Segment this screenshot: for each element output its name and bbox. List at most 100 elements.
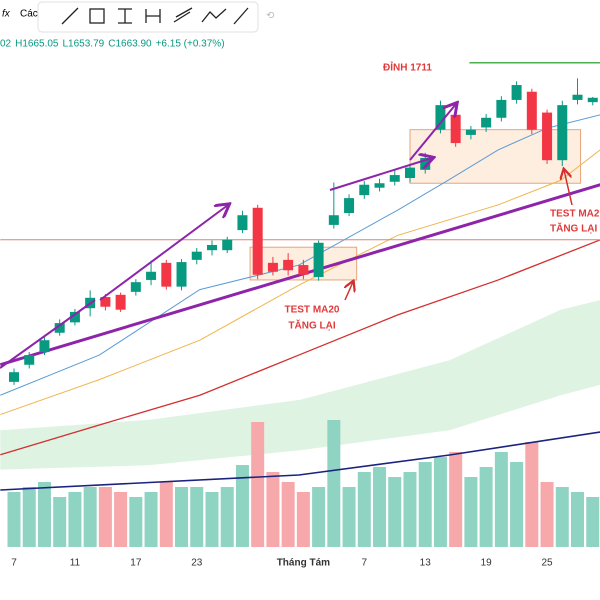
volume-bar	[281, 482, 295, 547]
indicator-line	[0, 431, 600, 491]
arrow	[99, 205, 228, 301]
candle-body	[450, 114, 461, 144]
annotation: TĂNG LẠI	[550, 222, 597, 235]
candle-body	[146, 271, 157, 280]
ohlc-value: L1653.79	[63, 39, 105, 50]
candle-body	[481, 117, 492, 128]
tool-rect[interactable]	[89, 8, 105, 24]
candle-body	[542, 112, 553, 161]
volume-bar	[586, 497, 600, 547]
x-tick-label: 7	[11, 558, 17, 569]
ohlc-value: +6.15 (+0.37%)	[156, 39, 225, 50]
toolbar: fx Các ⟲	[2, 1, 275, 33]
candle-body	[206, 244, 217, 251]
volume-bar	[129, 497, 143, 547]
candle-body	[176, 262, 187, 287]
arrow	[564, 170, 573, 206]
toolbar-label[interactable]: Các	[20, 9, 38, 20]
arrow	[409, 104, 456, 161]
volume-bar	[83, 487, 97, 547]
tool-brush[interactable]	[233, 7, 249, 25]
ohlc-value: H1665.05	[15, 39, 59, 50]
volume-bar	[479, 467, 493, 547]
candle-body	[557, 105, 568, 161]
x-tick-label: 13	[420, 558, 432, 569]
volume-bar	[373, 467, 387, 547]
volume-bar	[571, 492, 585, 547]
ohlc-value: 02	[0, 39, 12, 50]
volume-bar	[22, 487, 36, 547]
annotation: TEST MA20	[284, 305, 339, 316]
candle-body	[69, 311, 80, 323]
volume-bar	[7, 492, 21, 547]
candle-body	[267, 262, 278, 272]
candle-body	[359, 184, 370, 196]
candle-body	[54, 323, 65, 333]
volume-bar	[403, 472, 417, 547]
volume-bar	[418, 462, 432, 547]
zone-box	[409, 129, 582, 184]
candle-body	[24, 355, 35, 365]
volume-bar	[494, 452, 508, 547]
annotation: TĂNG LẠI	[288, 319, 335, 332]
arrow	[0, 299, 96, 369]
indicator-line	[0, 114, 600, 396]
x-tick-label: 23	[191, 558, 203, 569]
volume-bar	[190, 487, 204, 547]
volume-bar	[327, 420, 341, 547]
volume-bar	[114, 492, 128, 547]
indicator-line	[0, 239, 600, 456]
tool-line[interactable]	[61, 7, 79, 25]
candle-body	[511, 85, 522, 100]
volume-bar	[449, 452, 463, 547]
tool-measure[interactable]	[145, 9, 161, 23]
candle-body	[161, 262, 172, 287]
candle-body	[587, 97, 598, 103]
candle-body	[374, 183, 385, 188]
candle-body	[496, 99, 507, 118]
tool-text[interactable]	[118, 8, 132, 24]
volume-bar	[388, 477, 402, 547]
volume-bar	[510, 462, 524, 547]
volume-bar	[205, 492, 219, 547]
candle-body	[328, 215, 339, 225]
volume-bar	[342, 487, 356, 547]
toolbar-more[interactable]: ⟲	[266, 11, 275, 22]
fx[interactable]: fx	[2, 9, 11, 20]
volume-bar	[159, 482, 173, 547]
arrow	[345, 282, 353, 301]
volume-bar	[220, 487, 234, 547]
volume-bar	[555, 487, 569, 547]
candle-body	[115, 294, 126, 310]
x-tick-label: 17	[130, 558, 142, 569]
volume-bar	[540, 482, 554, 547]
candle-body	[237, 215, 248, 231]
ohlc-value: C1663.90	[108, 39, 152, 50]
candle-body	[130, 282, 141, 292]
volume-bar	[53, 497, 67, 547]
candle-body	[313, 242, 324, 277]
x-tick-label: 7	[362, 558, 368, 569]
candle-body	[222, 239, 233, 251]
tool-channel[interactable]	[173, 7, 193, 23]
candle-body	[252, 207, 263, 275]
volume-bar	[357, 472, 371, 547]
volume-bar	[68, 492, 82, 547]
annotation: TEST MA20	[550, 209, 600, 220]
candle-body	[435, 105, 446, 130]
x-tick-label: 25	[541, 558, 553, 569]
arrows	[0, 104, 573, 369]
candle-body	[283, 259, 294, 271]
candle-body	[344, 198, 355, 213]
candle-body	[526, 91, 537, 130]
volume-bar	[175, 487, 189, 547]
volume-bar	[98, 487, 112, 547]
volume-bar	[235, 465, 249, 547]
tool-path[interactable]	[201, 8, 227, 23]
cloud	[0, 300, 600, 470]
toolbar-box	[37, 1, 259, 33]
candle-body	[100, 297, 111, 307]
ohlc-header: 02 H1665.05 L1653.79 C1663.90 +6.15 (+0.37%)	[0, 39, 225, 50]
volume-bar	[37, 482, 51, 547]
